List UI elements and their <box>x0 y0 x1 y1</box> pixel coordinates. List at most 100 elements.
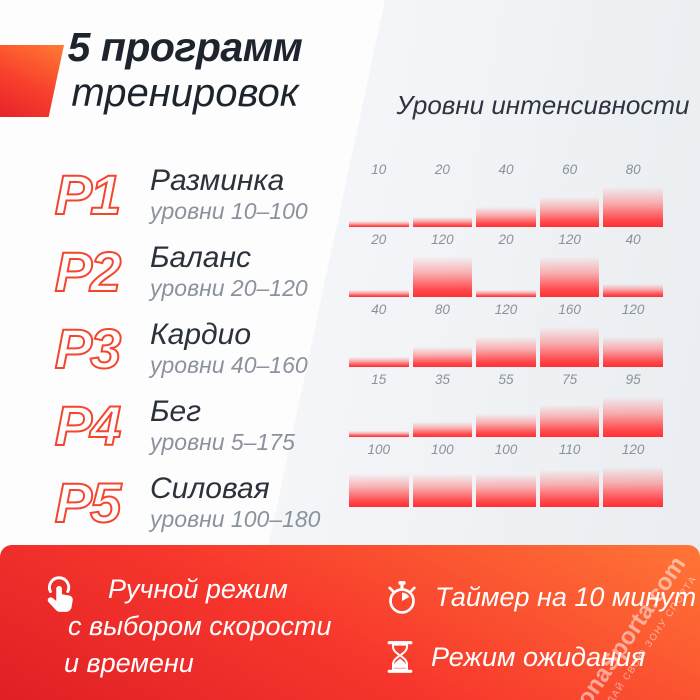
intensity-bar <box>349 221 409 227</box>
chart-cell: 160 <box>539 301 600 367</box>
chart-cell: 20 <box>349 231 409 297</box>
intensity-bar <box>476 337 536 367</box>
intensity-bar <box>603 284 663 297</box>
program-text: Бег уровни 5–175 <box>150 396 295 456</box>
chart-row-p5: 100 100 100 110 120 <box>349 441 663 507</box>
program-badge: P1 <box>54 162 123 226</box>
bar-value-label: 100 <box>431 442 454 457</box>
timer-label: Таймер на 10 минут <box>435 581 697 612</box>
program-text: Баланс уровни 20–120 <box>150 242 308 302</box>
intensity-bar <box>539 405 600 437</box>
footer-banner: Ручной режим с выбором скорости и времен… <box>0 545 700 700</box>
bar-value-label: 20 <box>498 232 514 247</box>
chart-cell: 40 <box>476 161 536 227</box>
intensity-bar <box>603 187 663 227</box>
program-badge: P5 <box>54 470 123 534</box>
intensity-bar <box>349 474 409 507</box>
bar-value-label: 100 <box>367 442 391 457</box>
chart-cell: 95 <box>603 371 663 437</box>
chart-cell: 80 <box>412 301 473 367</box>
program-levels: уровни 5–175 <box>150 429 295 456</box>
page-title: 5 программ тренировок <box>60 24 310 116</box>
chart-row-p4: 15 35 55 75 95 <box>349 371 663 437</box>
intensity-bar <box>603 467 663 507</box>
standby-label: Режим ожидания <box>431 641 646 672</box>
intensity-bar <box>412 422 473 437</box>
bar-value-label: 40 <box>371 302 387 317</box>
feature-list: Таймер на 10 минут Режим ожидания <box>383 577 696 677</box>
stopwatch-icon <box>388 581 416 614</box>
chart-cell: 120 <box>603 301 663 367</box>
bar-value-label: 60 <box>562 162 578 177</box>
program-item: P1 Разминка уровни 10–100 <box>36 162 320 226</box>
program-item: P3 Кардио уровни 40–160 <box>36 316 320 380</box>
chart-cell: 100 <box>349 441 409 507</box>
program-name: Баланс <box>150 240 251 274</box>
chart-cell: 120 <box>539 231 600 297</box>
program-levels: уровни 100–180 <box>150 506 321 533</box>
intensity-bar <box>412 474 473 507</box>
page-title-line2: тренировок <box>71 71 299 116</box>
intensity-bar <box>412 347 473 367</box>
bar-value-label: 20 <box>371 232 387 247</box>
bar-value-label: 95 <box>625 372 641 387</box>
chart-cell: 55 <box>476 371 536 437</box>
intensity-bar <box>476 474 536 507</box>
program-text: Силовая уровни 100–180 <box>150 473 320 533</box>
chart-cell: 100 <box>412 441 473 507</box>
bar-value-label: 110 <box>558 442 581 457</box>
chart-row-p2: 20 120 20 120 40 <box>349 231 663 297</box>
chart-cell: 20 <box>476 231 536 297</box>
program-list: P1 Разминка уровни 10–100 P2 Баланс уровни 20… <box>36 162 321 534</box>
bar-value-label: 40 <box>625 232 641 247</box>
bar-value-label: 20 <box>434 162 450 177</box>
program-badge: P2 <box>54 239 123 303</box>
hourglass-icon <box>387 641 413 673</box>
bar-value-label: 120 <box>494 302 518 317</box>
chart-cell: 20 <box>412 161 473 227</box>
chart-cell: 120 <box>476 301 536 367</box>
intensity-bar <box>349 290 409 297</box>
intensity-bar <box>539 327 600 367</box>
standby-feature: Режим ожидания <box>383 637 696 677</box>
chart-cell: 10 <box>349 161 409 227</box>
intensity-bar <box>539 197 600 227</box>
intensity-bar <box>349 357 409 367</box>
chart-row-p3: 40 80 120 160 120 <box>349 301 663 367</box>
intensity-bar <box>603 337 663 367</box>
intensity-bar <box>476 207 536 227</box>
chart-title: Уровни интенсивности <box>396 90 690 120</box>
intensity-bar <box>539 257 600 297</box>
intensity-bar <box>539 470 600 507</box>
intensity-bar <box>476 290 536 297</box>
bar-value-label: 80 <box>434 302 450 317</box>
chart-cell: 60 <box>539 161 600 227</box>
manual-mode-block: Ручной режим с выбором скорости и времен… <box>38 571 368 682</box>
bar-value-label: 100 <box>494 442 518 457</box>
bar-value-label: 80 <box>625 162 641 177</box>
program-name: Силовая <box>150 471 270 505</box>
chart-cell: 40 <box>349 301 409 367</box>
chart-cell: 80 <box>603 161 663 227</box>
intensity-bar <box>476 414 536 437</box>
page-title-line1: 5 программ <box>67 24 303 70</box>
program-levels: уровни 20–120 <box>150 275 308 302</box>
bar-value-label: 160 <box>558 302 581 317</box>
program-levels: уровни 40–160 <box>150 352 308 379</box>
chart-cell: 35 <box>412 371 473 437</box>
program-item: P5 Силовая уровни 100–180 <box>36 470 321 534</box>
program-badge: P4 <box>54 393 123 457</box>
program-item: P4 Бег уровни 5–175 <box>36 393 320 457</box>
bar-value-label: 120 <box>558 232 581 247</box>
timer-feature: Таймер на 10 минут <box>383 577 696 617</box>
chart-cell: 120 <box>603 441 663 507</box>
program-badge: P3 <box>54 316 123 380</box>
program-name: Бег <box>150 394 202 428</box>
program-levels: уровни 10–100 <box>150 198 308 225</box>
manual-mode-line2: с выбором скорости <box>68 611 332 641</box>
program-name: Разминка <box>150 163 285 197</box>
manual-mode-line1: Ручной режим <box>108 574 288 604</box>
bar-value-label: 120 <box>621 302 645 317</box>
intensity-bar <box>349 431 409 437</box>
